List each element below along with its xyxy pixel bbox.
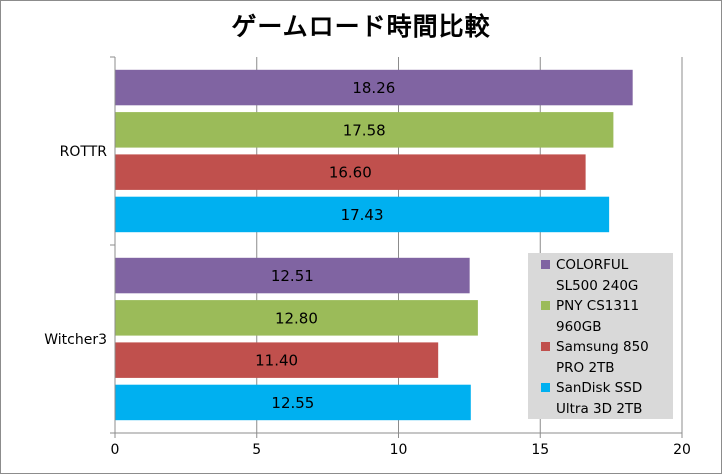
data-label-rottr-2: 16.60: [329, 164, 372, 182]
bar-rottr-3: [115, 196, 610, 233]
legend-swatch-2: [541, 342, 550, 351]
bar-rottr-2: [115, 154, 586, 190]
data-label-witcher3-0: 12.51: [271, 267, 314, 285]
bar-rottr-0: [115, 69, 633, 106]
data-label-witcher3-2: 11.40: [255, 352, 298, 370]
data-label-witcher3-3: 12.55: [271, 394, 314, 412]
legend-label-2: Samsung 850 PRO 2TB: [556, 339, 649, 376]
category-label-0: ROTTR: [60, 144, 108, 160]
legend-entry-0: COLORFUL SL500 240G: [541, 255, 671, 296]
data-label-rottr-1: 17.58: [343, 121, 386, 139]
legend: COLORFUL SL500 240G PNY CS1311 960GB Samsu…: [528, 253, 673, 419]
legend-swatch-1: [541, 301, 550, 310]
legend-entry-1: PNY CS1311 960GB: [541, 296, 671, 337]
x-tick-label-4: 20: [673, 442, 691, 458]
data-label-rottr-3: 17.43: [341, 206, 384, 224]
x-tick-label-2: 10: [390, 442, 408, 458]
category-label-1: Witcher3: [44, 332, 107, 348]
x-tick-label-1: 5: [252, 442, 261, 458]
legend-swatch-0: [541, 260, 550, 269]
x-tick-label-3: 15: [531, 442, 549, 458]
bar-witcher3-2: [115, 342, 439, 378]
legend-entry-2: Samsung 850 PRO 2TB: [541, 337, 671, 378]
legend-swatch-3: [541, 383, 550, 392]
data-label-witcher3-1: 12.80: [275, 309, 318, 327]
bar-witcher3-1: [115, 300, 478, 336]
legend-label-0: COLORFUL SL500 240G: [556, 257, 639, 294]
data-label-rottr-0: 18.26: [352, 79, 395, 97]
legend-label-1: PNY CS1311 960GB: [556, 298, 640, 335]
x-tick-label-0: 0: [111, 442, 120, 458]
bar-rottr-1: [115, 112, 614, 148]
bar-witcher3-3: [115, 384, 471, 421]
bar-witcher3-0: [115, 257, 470, 294]
legend-label-3: SanDisk SSD Ultra 3D 2TB: [556, 380, 643, 417]
chart-title: ゲームロード時間比較: [231, 12, 491, 41]
legend-entry-3: SanDisk SSD Ultra 3D 2TB: [541, 378, 671, 419]
